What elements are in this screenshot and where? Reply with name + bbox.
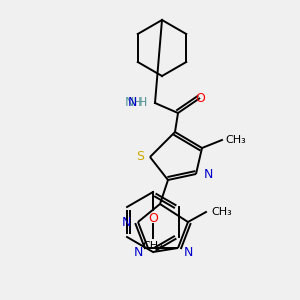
Text: CH₃: CH₃ [142,241,164,251]
Text: N: N [128,97,137,110]
Text: N: N [203,167,213,181]
Text: N: N [121,215,131,229]
Text: N: N [183,247,193,260]
Text: N: N [133,247,143,260]
Text: S: S [136,151,144,164]
Text: CH₃: CH₃ [226,135,246,145]
Text: CH₃: CH₃ [212,207,233,217]
Text: O: O [148,212,158,224]
Text: NH: NH [124,97,143,110]
Text: O: O [195,92,205,104]
Text: H: H [138,97,147,110]
